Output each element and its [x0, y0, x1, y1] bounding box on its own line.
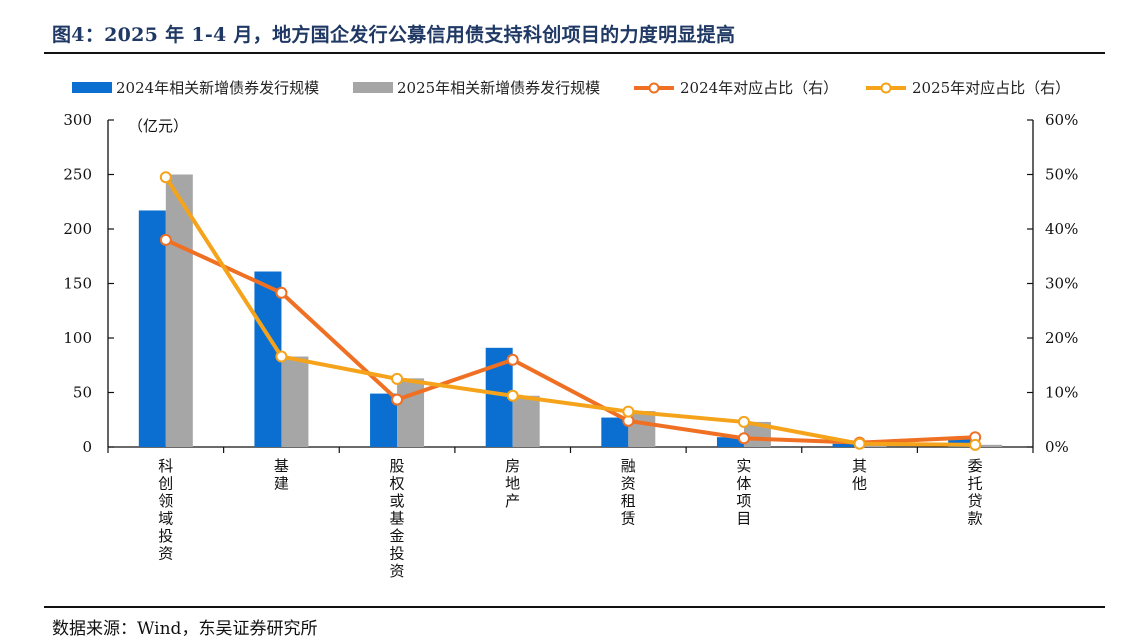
- legend-label: 2025年相关新增债券发行规模: [397, 79, 600, 97]
- y-unit-label: （亿元）: [128, 117, 188, 135]
- line-2025-share: [163, 175, 978, 447]
- legend-label: 2024年对应占比（右）: [680, 79, 838, 97]
- point-2025-7: [853, 437, 866, 450]
- category-labels: 科创领域投资 基建 股权或基金投资 房地产 融资租赁 实体项目 其他 委托贷款: [158, 457, 982, 580]
- legend-item: 2024年相关新增债券发行规模: [72, 79, 319, 97]
- legend-swatch: [72, 82, 112, 93]
- left-tick-label: 300: [63, 111, 92, 129]
- legend-swatch: [353, 82, 393, 93]
- category-label: 科创领域投资: [158, 457, 173, 563]
- point-2025-6: [737, 415, 750, 428]
- bar-2024-1: [138, 210, 166, 447]
- bar-2025-3: [397, 378, 425, 447]
- point-2024-4: [506, 353, 519, 366]
- right-tick-label: 20%: [1045, 329, 1078, 347]
- left-tick-label: 200: [63, 220, 92, 238]
- left-tick-label: 250: [63, 166, 92, 184]
- left-tick-label: 100: [63, 329, 92, 347]
- point-2024-3: [391, 393, 404, 406]
- top-divider: [44, 52, 1105, 54]
- right-tick-label: 40%: [1045, 220, 1078, 238]
- bar-2025-8: [975, 444, 1003, 447]
- left-tick-label: 150: [63, 275, 92, 293]
- right-tick-label: 30%: [1045, 275, 1078, 293]
- category-label: 委托贷款: [968, 457, 983, 528]
- category-label: 融资租赁: [621, 457, 636, 528]
- bar-2025-1: [165, 174, 193, 447]
- right-tick-label: 60%: [1045, 111, 1078, 129]
- left-tick-label: 0: [82, 438, 92, 456]
- bar-2024-7: [832, 443, 860, 447]
- right-tick-label: 0%: [1045, 438, 1069, 456]
- category-label: 基建: [274, 457, 289, 493]
- legend-label: 2024年相关新增债券发行规模: [116, 79, 319, 97]
- legend-label: 2025年对应占比（右）: [912, 79, 1070, 97]
- legend-marker: [880, 82, 892, 94]
- legend-item: 2025年对应占比（右）: [866, 79, 1070, 97]
- bars: [138, 174, 1003, 447]
- bar-2024-8: [948, 437, 976, 447]
- point-2025-3: [391, 372, 404, 385]
- right-tick-label: 10%: [1045, 384, 1078, 402]
- category-label: 其他: [852, 457, 867, 493]
- point-2025-5: [622, 405, 635, 418]
- point-2025-4: [506, 389, 519, 402]
- bar-2024-6: [716, 437, 744, 447]
- point-2024-1: [159, 233, 172, 246]
- lines: [159, 171, 982, 451]
- point-2024-6: [737, 432, 750, 445]
- category-label: 股权或基金投资: [390, 457, 405, 580]
- legend-item: 2025年相关新增债券发行规模: [353, 79, 600, 97]
- legend-marker: [648, 82, 660, 94]
- bottom-divider: [44, 606, 1105, 608]
- source-note: 数据来源：Wind，东吴证券研究所: [52, 619, 318, 639]
- category-label: 实体项目: [736, 457, 751, 528]
- point-2025-2: [275, 350, 288, 363]
- chart-title: 图4：2025 年 1-4 月，地方国企发行公募信用债支持科创项目的力度明显提高: [52, 24, 736, 46]
- bar-2025-2: [281, 356, 309, 447]
- left-tick-label: 50: [73, 384, 92, 402]
- point-2024-2: [275, 286, 288, 299]
- legend-item: 2024年对应占比（右）: [634, 79, 838, 97]
- bar-2025-4: [512, 395, 540, 447]
- right-tick-label: 50%: [1045, 166, 1078, 184]
- point-2025-1: [159, 171, 172, 184]
- legend: 2024年相关新增债券发行规模 2025年相关新增债券发行规模 2024年对应占比（…: [72, 79, 1070, 97]
- point-2025-8: [969, 438, 982, 451]
- category-label: 房地产: [505, 457, 520, 510]
